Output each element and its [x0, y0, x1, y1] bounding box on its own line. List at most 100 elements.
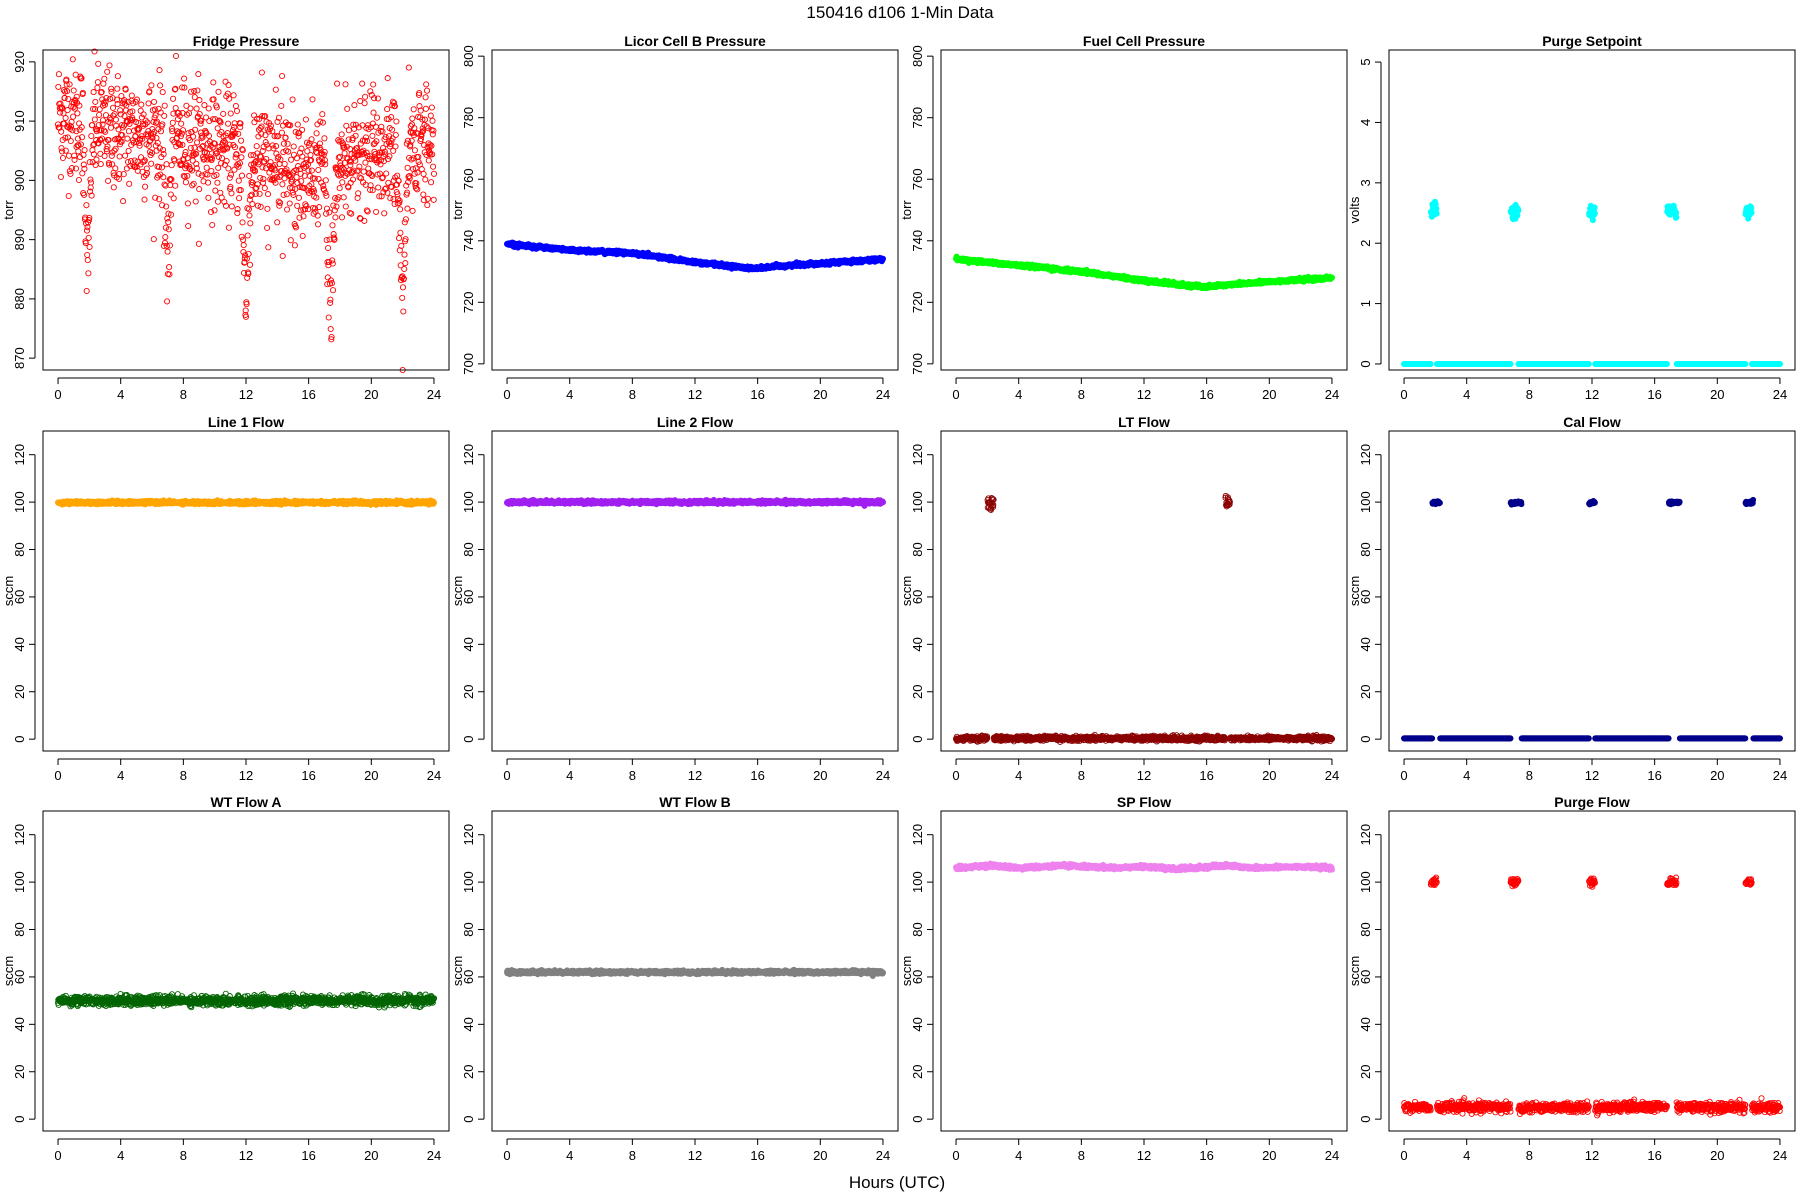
data-point — [288, 238, 293, 243]
data-point — [291, 144, 296, 149]
data-point — [280, 123, 285, 128]
data-point — [330, 288, 335, 293]
y-tick-label: 780 — [910, 107, 925, 129]
data-point — [374, 209, 379, 214]
data-point — [285, 141, 290, 146]
data-point — [410, 208, 415, 213]
data-point — [296, 195, 301, 200]
data-point — [126, 129, 131, 134]
data-point — [95, 80, 100, 85]
data-point — [279, 130, 284, 135]
data-point — [76, 177, 81, 182]
data-point — [141, 112, 146, 117]
data-point — [396, 236, 401, 241]
data-point — [66, 153, 71, 158]
data-point — [340, 180, 345, 185]
data-point — [289, 157, 294, 162]
data-point — [295, 122, 300, 127]
data-point — [113, 166, 118, 171]
data-point — [223, 79, 228, 84]
data-point — [330, 223, 335, 228]
data-point — [102, 76, 107, 81]
data-point — [1515, 213, 1520, 218]
data-point — [231, 93, 236, 98]
y-axis-label: torr — [899, 200, 914, 220]
data-point — [345, 106, 350, 111]
data-point — [190, 183, 195, 188]
data-point — [292, 243, 297, 248]
data-point — [335, 81, 340, 86]
data-point — [163, 235, 168, 240]
data-point — [216, 165, 221, 170]
data-point — [158, 83, 163, 88]
data-point — [60, 149, 65, 154]
data-point — [211, 80, 216, 85]
data-point — [171, 196, 176, 201]
data-point — [337, 186, 342, 191]
y-tick-label: 920 — [12, 51, 27, 73]
data-point — [316, 167, 321, 172]
data-point — [405, 206, 410, 211]
data-point — [234, 108, 239, 113]
data-point — [165, 249, 170, 254]
data-point — [108, 125, 113, 130]
data-point — [423, 177, 428, 182]
data-point — [360, 81, 365, 86]
data-point — [183, 180, 188, 185]
y-axis-label: torr — [450, 200, 465, 220]
data-point — [190, 158, 195, 163]
data-point — [206, 106, 211, 111]
data-point — [215, 180, 220, 185]
data-point — [1592, 211, 1597, 216]
data-point — [157, 68, 162, 73]
data-point — [167, 243, 172, 248]
data-point — [1586, 361, 1591, 366]
data-point — [265, 225, 270, 230]
data-point — [86, 271, 91, 276]
data-point — [167, 265, 172, 270]
data-point — [239, 173, 244, 178]
x-axis-label: Hours (UTC) — [849, 1173, 945, 1192]
data-point — [284, 192, 289, 197]
data-point — [56, 84, 61, 89]
data-point — [324, 211, 329, 216]
data-point — [96, 61, 101, 66]
data-point — [425, 203, 430, 208]
data-point — [290, 97, 295, 102]
x-tick-label: 16 — [1199, 387, 1213, 402]
data-point — [233, 103, 238, 108]
data-point — [393, 132, 398, 137]
data-point — [283, 135, 288, 140]
data-point — [361, 169, 366, 174]
data-point — [97, 112, 102, 117]
data-point — [110, 105, 115, 110]
data-point — [193, 199, 198, 204]
y-tick-label: 780 — [461, 107, 476, 129]
data-point — [341, 195, 346, 200]
data-point — [123, 153, 128, 158]
x-tick-label: 24 — [1325, 387, 1339, 402]
data-point — [151, 99, 156, 104]
data-point — [129, 93, 134, 98]
data-point — [343, 82, 348, 87]
y-tick-label: 890 — [12, 229, 27, 251]
data-point — [166, 220, 171, 225]
data-point — [111, 185, 116, 190]
series-points — [953, 254, 1334, 291]
data-point — [206, 180, 211, 185]
data-point — [339, 132, 344, 137]
data-point — [421, 192, 426, 197]
data-point — [410, 116, 415, 121]
data-point — [210, 222, 215, 227]
data-point — [221, 111, 226, 116]
data-point — [291, 152, 296, 157]
data-point — [285, 207, 290, 212]
data-point — [315, 222, 320, 227]
x-tick-label: 20 — [1262, 387, 1276, 402]
data-point — [252, 113, 257, 118]
y-axis-label: torr — [1, 200, 16, 220]
data-point — [250, 202, 255, 207]
x-tick-label: 20 — [364, 387, 378, 402]
data-point — [373, 124, 378, 129]
